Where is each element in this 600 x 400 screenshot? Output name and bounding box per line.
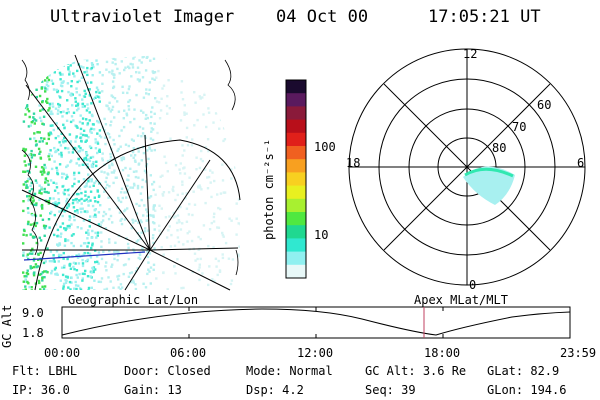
colorbar-swatch [286, 80, 306, 94]
info-filter: Flt: LBHL [12, 364, 78, 378]
colorbar-swatch [286, 119, 306, 134]
polar-label-12: 12 [463, 47, 478, 61]
colorbar-swatch [286, 172, 306, 187]
timeline-right-title: Apex MLat/MLT [414, 293, 508, 307]
info-glat: GLat: 82.9 [487, 364, 560, 378]
info-gc-alt: GC Alt: 3.6 Re [365, 364, 467, 378]
timeline-x-tick-4: 23:59 [560, 346, 597, 360]
polar-label-6: 6 [577, 156, 585, 170]
map-grid [21, 54, 241, 291]
polar-label-0: 0 [469, 278, 477, 292]
colorbar-tick-10: 10 [314, 228, 329, 242]
colorbar-swatch [286, 132, 306, 147]
colorbar-swatch [286, 251, 306, 266]
timeline-x-tick-3: 18:00 [424, 346, 461, 360]
info-glon: GLon: 194.6 [487, 383, 567, 397]
colorbar-swatch [286, 159, 306, 173]
timeline-plot [61, 306, 571, 339]
info-gain: Gain: 13 [124, 383, 182, 397]
polar-ring-label-70: 70 [512, 120, 527, 134]
timeline-left-title: Geographic Lat/Lon [68, 293, 199, 307]
colorbar-swatch [286, 212, 306, 226]
colorbar [285, 79, 307, 279]
colorbar-swatch [286, 238, 306, 253]
polar-ring-label-80: 80 [492, 141, 507, 155]
info-door: Door: Closed [124, 364, 211, 378]
polar-ring-label-60: 60 [537, 98, 552, 112]
date-label: 04 Oct 00 [276, 7, 369, 27]
polar-aurora [463, 166, 515, 205]
polar-label-18: 18 [346, 156, 361, 170]
timeline-y-tick-9: 9.0 [22, 306, 44, 320]
orbit-altitude-curve [61, 308, 571, 336]
auroral-emission-image [22, 55, 240, 290]
polar-plot [348, 48, 586, 286]
terminator-line [23, 251, 146, 261]
colorbar-swatch [286, 198, 306, 213]
info-mode: Mode: Normal [246, 364, 333, 378]
colorbar-unit-label: photon cm⁻²s⁻¹ [262, 138, 276, 240]
timeline-y-tick-1: 1.8 [22, 326, 44, 340]
colorbar-swatch [286, 264, 306, 279]
timeline-x-tick-1: 06:00 [170, 346, 207, 360]
colorbar-swatch [286, 185, 306, 200]
coastlines [21, 59, 239, 276]
info-seq: Seq: 39 [365, 383, 416, 397]
timeline-x-tick-2: 12:00 [297, 346, 334, 360]
colorbar-swatch [286, 106, 306, 121]
info-ip: IP: 36.0 [12, 383, 70, 397]
colorbar-swatch [286, 225, 306, 239]
polar-aurora-edge [464, 167, 514, 178]
instrument-title: Ultraviolet Imager [50, 7, 235, 27]
info-dsp: Dsp: 4.2 [246, 383, 304, 397]
time-label: 17:05:21 UT [428, 7, 541, 27]
timeline-x-tick-0: 00:00 [44, 346, 81, 360]
colorbar-swatch [286, 93, 306, 107]
colorbar-swatch [286, 146, 306, 160]
colorbar-tick-100: 100 [314, 140, 336, 154]
timeline-y-axis-label: GC Alt [0, 304, 14, 348]
